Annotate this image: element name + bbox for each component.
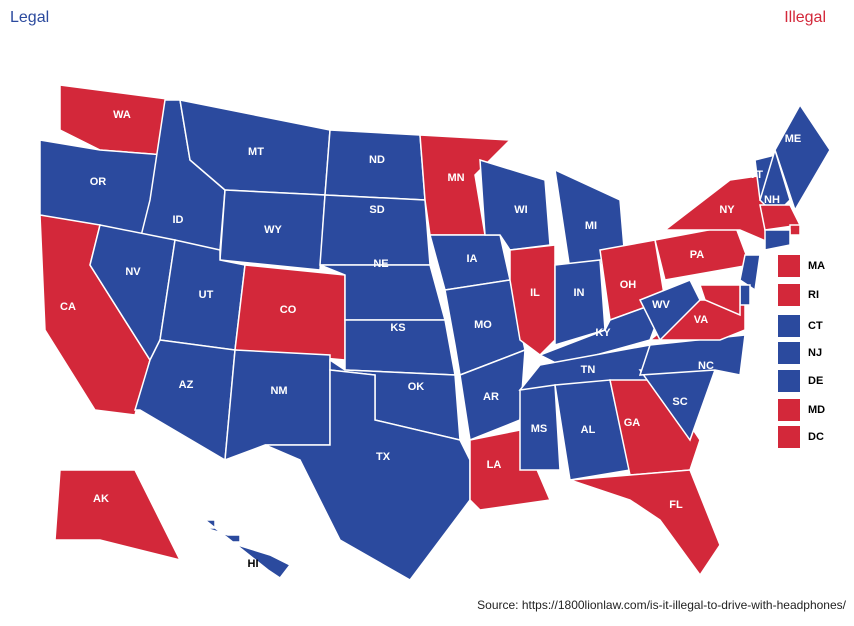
state-shape — [569, 469, 721, 577]
state-label: IN — [574, 287, 585, 299]
state-shape — [54, 469, 182, 562]
state-label: AL — [581, 424, 596, 436]
callout-box — [778, 255, 800, 277]
state-shape — [698, 284, 741, 317]
state-label: HI — [248, 558, 259, 570]
state-label: WY — [264, 224, 282, 236]
states: WA OR CA ID NV MT WY UT CO AZ NM ND SD NE KS OK TX MN IA MO… — [39, 84, 831, 581]
state-shape — [764, 229, 791, 251]
state-label: PA — [690, 249, 705, 261]
state-label: IL — [530, 287, 540, 299]
state-label: OK — [408, 381, 425, 393]
state-label: VT — [749, 169, 763, 181]
state-label: KY — [595, 327, 611, 339]
callout-label: DE — [808, 375, 823, 387]
state-label: OH — [620, 279, 637, 291]
state-label: TN — [581, 364, 596, 376]
state-shape — [638, 334, 746, 376]
callout-label: MD — [808, 404, 825, 416]
state-label: NE — [373, 258, 388, 270]
callout-label: NJ — [808, 347, 822, 359]
callout-label: RI — [808, 289, 819, 301]
callout-box — [778, 426, 800, 448]
state-label: ID — [173, 214, 184, 226]
state-label: WA — [113, 109, 131, 121]
state-label: LA — [487, 459, 502, 471]
state-shape — [739, 284, 751, 306]
legend-illegal: Illegal — [784, 9, 826, 26]
state-label: OR — [90, 176, 107, 188]
state-label: NH — [764, 194, 780, 206]
state-shape — [519, 384, 561, 471]
state-label: SC — [672, 396, 687, 408]
state-label: MS — [531, 423, 548, 435]
state-shape — [264, 369, 471, 581]
state-label: AZ — [179, 379, 194, 391]
state-label: GA — [624, 417, 641, 429]
state-label: NY — [719, 204, 735, 216]
state-shape — [219, 189, 326, 271]
state-shape — [789, 224, 801, 236]
state-label: UT — [199, 289, 214, 301]
callout-label: DC — [808, 431, 824, 443]
state-shape — [224, 349, 331, 462]
state-label: VA — [694, 314, 709, 326]
state-label: AR — [483, 391, 499, 403]
callout-box — [778, 370, 800, 392]
state-label: WI — [514, 204, 527, 216]
state-label: MN — [447, 172, 464, 184]
callout-box — [778, 315, 800, 337]
state-label: TX — [376, 451, 391, 463]
state-label: AK — [93, 493, 109, 505]
state-shape — [739, 254, 761, 292]
state-label: IA — [467, 253, 478, 265]
state-label: NM — [270, 385, 287, 397]
state-label: NC — [698, 360, 714, 372]
state-shape — [202, 519, 292, 580]
state-label: MT — [248, 146, 264, 158]
state-label: ME — [785, 133, 802, 145]
state-label: CO — [280, 304, 297, 316]
callout-label: CT — [808, 320, 823, 332]
callout-box — [778, 284, 800, 306]
legend-legal: Legal — [10, 9, 49, 26]
state-label: FL — [669, 499, 683, 511]
state-label: ND — [369, 154, 385, 166]
state-shape — [638, 279, 701, 342]
state-label: KS — [390, 322, 405, 334]
callout-box — [778, 399, 800, 421]
callout-label: MA — [808, 260, 825, 272]
callout-box — [778, 342, 800, 364]
state-label: WV — [652, 299, 670, 311]
state-label: SD — [369, 204, 384, 216]
state-label: CA — [60, 301, 76, 313]
state-shape — [469, 429, 552, 511]
source: Source: https://1800lionlaw.com/is-it-il… — [477, 598, 847, 612]
state-label: MI — [585, 220, 597, 232]
state-label: MO — [474, 319, 492, 331]
state-shape — [774, 103, 831, 212]
state-label: NV — [125, 266, 141, 278]
